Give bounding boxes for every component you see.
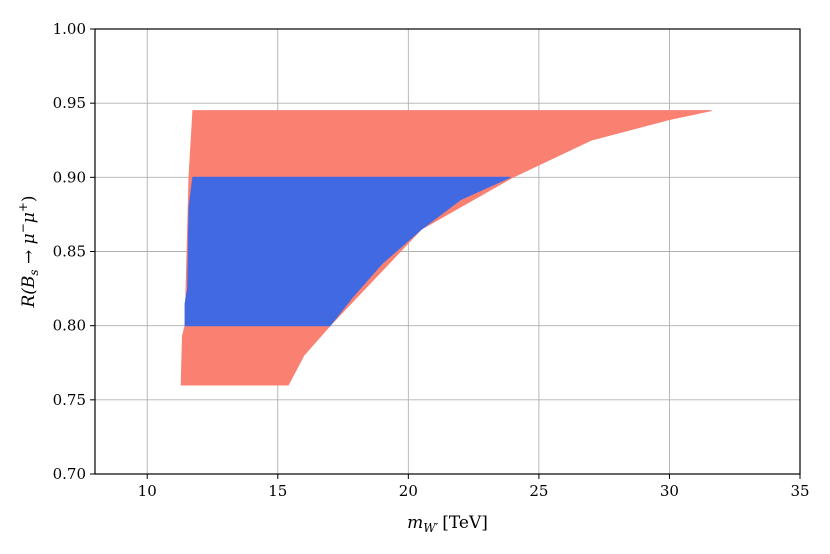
y-axis-label: R(Bs → μ−μ+) [16, 195, 41, 308]
x-tick-label: 15 [268, 482, 287, 500]
y-tick-label: 0.90 [53, 168, 86, 186]
x-tick-label: 25 [529, 482, 548, 500]
y-tick-label: 0.80 [53, 317, 86, 335]
y-tick-label: 0.95 [53, 94, 86, 112]
series-region-2 [184, 176, 511, 327]
x-tick-label: 10 [138, 482, 157, 500]
x-tick-label: 35 [790, 482, 809, 500]
x-axis-label: mW′ [TeV] [407, 513, 488, 535]
x-tick-label: 30 [660, 482, 679, 500]
y-tick-label: 1.00 [53, 20, 86, 38]
x-tick-label: 20 [399, 482, 418, 500]
y-tick-label: 0.70 [53, 465, 86, 483]
axis-ticks: 10 15 20 25 30 35 0.70 0.75 0.80 0.85 0.90 0.95 1.00 [53, 20, 810, 500]
data-series [180, 110, 712, 386]
y-tick-label: 0.85 [53, 243, 86, 261]
y-tick-label: 0.75 [53, 391, 86, 409]
